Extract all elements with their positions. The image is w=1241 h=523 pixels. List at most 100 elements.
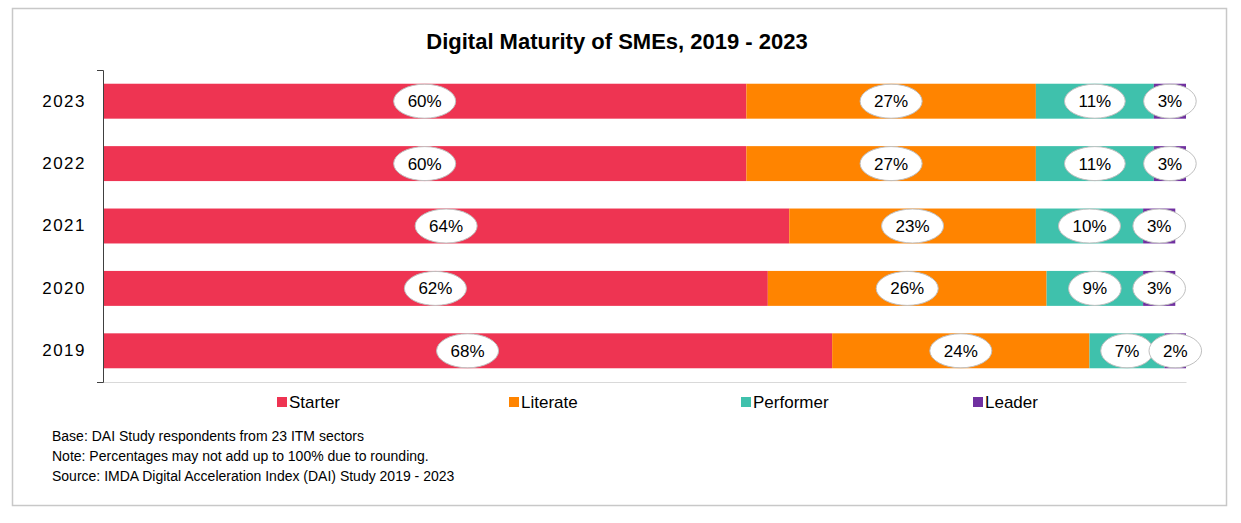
data-label: 10% (1058, 209, 1120, 243)
data-label-text: 3% (1158, 92, 1183, 111)
legend-label: Starter (289, 393, 340, 412)
data-label-bubble (1144, 84, 1197, 118)
legend-label: Literate (521, 393, 578, 412)
y-axis: 2023 2022 2021 2020 2019 (42, 71, 103, 383)
data-label: 60% (394, 147, 456, 181)
legend-item: Performer (741, 393, 829, 412)
data-label-text: 2% (1163, 342, 1188, 361)
chart: Digital Maturity of SMEs, 2019 - 2023 202… (0, 0, 1241, 523)
legend-label: Performer (753, 393, 829, 412)
data-label-bubble (930, 334, 992, 368)
data-label-text: 62% (418, 279, 452, 298)
bar-segment (103, 333, 832, 368)
y-axis-line (97, 71, 104, 383)
bar-segment (1047, 271, 1144, 306)
bar-segment (746, 146, 1036, 181)
bar-segment (789, 209, 1036, 244)
data-label: 60% (394, 84, 456, 118)
y-tick: 2021 (42, 216, 103, 235)
data-label-text: 27% (874, 155, 908, 174)
chart-frame (13, 9, 1227, 506)
x-axis (104, 382, 1187, 383)
data-label-text: 23% (896, 217, 930, 236)
legend: Starter Literate Performer Leader (277, 393, 1038, 412)
data-label: 11% (1064, 147, 1125, 181)
y-tick-label: 2020 (42, 279, 86, 298)
data-label-bubble (415, 209, 477, 243)
bars (103, 84, 1186, 369)
data-label: 3% (1144, 84, 1197, 118)
bar-segment (103, 209, 789, 244)
data-label-bubble (860, 84, 922, 118)
data-label-text: 60% (408, 155, 442, 174)
data-label-bubble (1101, 334, 1154, 368)
data-label: 68% (437, 334, 499, 368)
data-label-bubble (860, 147, 922, 181)
y-tick: 2019 (42, 341, 103, 360)
data-label: 26% (876, 271, 938, 305)
data-label-bubble (1133, 271, 1186, 305)
bar-segment (832, 333, 1089, 368)
y-tick-label: 2023 (42, 92, 86, 111)
data-label: 3% (1144, 147, 1197, 181)
data-label-bubble (404, 271, 466, 305)
data-label-bubble (876, 271, 938, 305)
data-label-bubble (1133, 209, 1186, 243)
bar-segment (768, 271, 1047, 306)
data-label-text: 11% (1078, 92, 1111, 111)
data-label: 3% (1133, 209, 1186, 243)
data-label: 24% (930, 334, 992, 368)
legend-swatch (973, 397, 983, 407)
legend-label: Leader (985, 393, 1038, 412)
data-label: 3% (1133, 271, 1186, 305)
data-label-text: 26% (890, 279, 924, 298)
data-label-text: 3% (1147, 279, 1172, 298)
data-label: 9% (1069, 271, 1122, 305)
legend-swatch (277, 397, 287, 407)
y-tick: 2023 (42, 92, 103, 111)
data-label: 64% (415, 209, 477, 243)
y-tick-label: 2021 (42, 216, 86, 235)
data-labels: 60% 60% 64% 62% 68% 27% 27% 23% 26% 24% 11% 11% 10% 9… (394, 84, 1202, 368)
data-label-bubble (394, 147, 456, 181)
legend-item: Starter (277, 393, 340, 412)
bar-segment (1036, 209, 1143, 244)
bar-segment (103, 146, 746, 181)
data-label-bubble (1144, 147, 1197, 181)
data-label-bubble (1149, 334, 1202, 368)
data-label: 11% (1064, 84, 1125, 118)
footnote: Note: Percentages may not add up to 100%… (52, 448, 429, 464)
y-tick: 2022 (42, 154, 103, 173)
data-label-text: 68% (451, 342, 485, 361)
data-label: 7% (1101, 334, 1154, 368)
data-label-bubble (1069, 271, 1122, 305)
data-label-bubble (882, 209, 944, 243)
data-label-bubble (1058, 209, 1120, 243)
data-label-bubble (437, 334, 499, 368)
data-label-text: 60% (408, 92, 442, 111)
bar-segment (1036, 146, 1154, 181)
data-label-bubble (1064, 84, 1125, 118)
bar-segment (103, 271, 768, 306)
data-label: 27% (860, 147, 922, 181)
data-label-text: 7% (1115, 342, 1140, 361)
legend-item: Leader (973, 393, 1038, 412)
bar-segment (746, 84, 1036, 119)
data-label: 23% (882, 209, 944, 243)
data-label-bubble (394, 84, 456, 118)
title: Digital Maturity of SMEs, 2019 - 2023 (426, 29, 807, 54)
data-label-bubble (1064, 147, 1125, 181)
data-label-text: 3% (1158, 155, 1183, 174)
footnotes: Base: DAI Study respondents from 23 ITM … (52, 428, 455, 484)
data-label: 27% (860, 84, 922, 118)
x-axis-line (104, 382, 1187, 383)
data-label: 2% (1149, 334, 1202, 368)
bar-segment (103, 84, 746, 119)
data-label-text: 10% (1072, 217, 1106, 236)
y-tick-label: 2022 (42, 154, 86, 173)
data-label-text: 11% (1078, 155, 1111, 174)
y-tick: 2020 (42, 279, 103, 298)
legend-swatch (509, 397, 519, 407)
data-label-text: 27% (874, 92, 908, 111)
legend-item: Literate (509, 393, 578, 412)
